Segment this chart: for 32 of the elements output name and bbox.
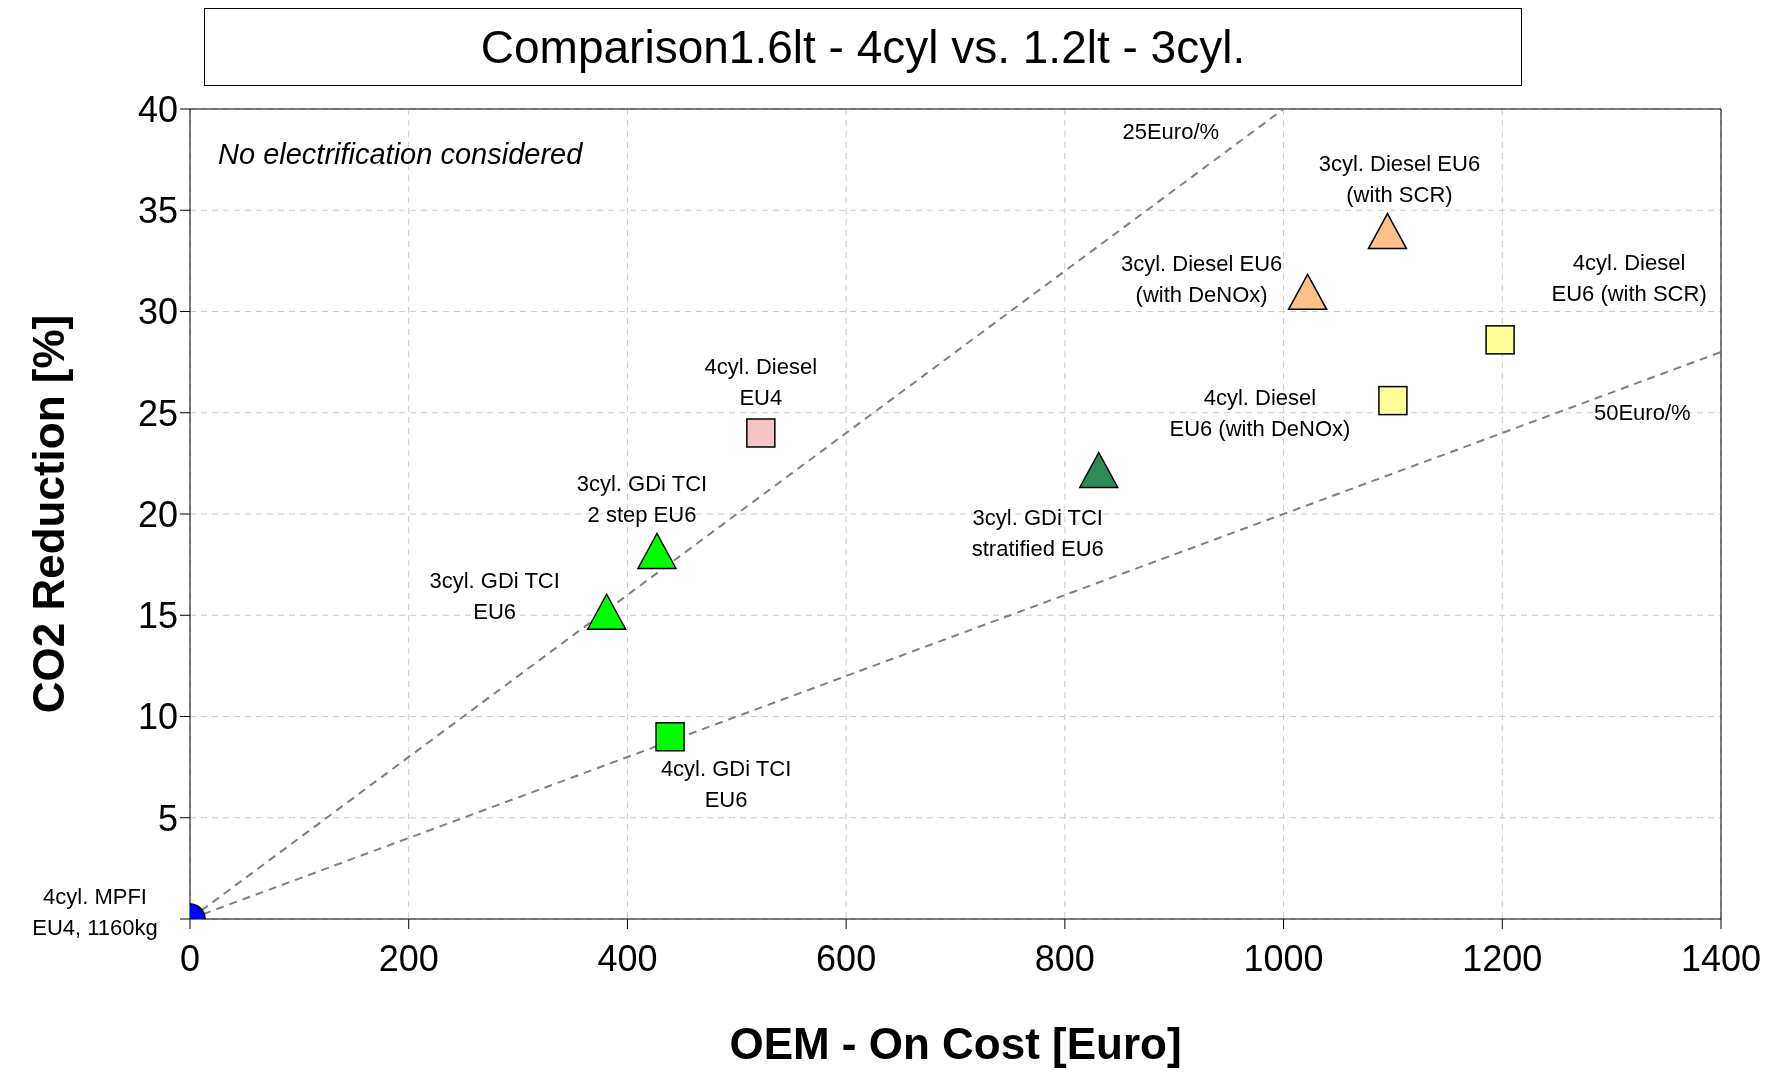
annotation: 4cyl. MPFI EU4, 1160kg: [32, 883, 158, 940]
annotation: 4cyl. Diesel EU6 (with DeNOx): [1169, 384, 1351, 441]
chart-title: Comparison1.6lt - 4cyl vs. 1.2lt - 3cyl.: [204, 8, 1522, 86]
x-tick-label: 1200: [1462, 937, 1543, 979]
y-tick-label: 5: [157, 797, 178, 839]
annotation: 4cyl. Diesel EU6 (with SCR): [1551, 250, 1707, 307]
y-tick-label: 40: [137, 88, 178, 130]
annotation: 3cyl. GDi TCI 2 step EU6: [576, 470, 708, 527]
y-axis-title: CO2 Reduction [%]: [23, 314, 73, 714]
y-tick-label: 10: [137, 696, 178, 738]
annotation: 50Euro/%: [1593, 399, 1691, 425]
y-tick-label: 25: [137, 392, 178, 434]
x-tick-label: 400: [597, 937, 658, 979]
x-tick-label: 1000: [1243, 937, 1324, 979]
x-tick-label: 1400: [1680, 937, 1762, 979]
annotation: 3cyl. Diesel EU6 (with SCR): [1318, 150, 1481, 207]
annotation: 4cyl. Diesel EU4: [704, 353, 818, 410]
y-tick-label: 30: [137, 291, 178, 333]
annotation: 25Euro/%: [1122, 119, 1220, 145]
x-tick-label: 600: [816, 937, 877, 979]
x-tick-label: 800: [1034, 937, 1095, 979]
annotation: 3cyl. GDi TCI EU6: [429, 567, 560, 624]
x-tick-label: 0: [179, 937, 201, 979]
annotation: 4cyl. GDi TCI EU6: [660, 756, 792, 813]
y-tick-label: 15: [137, 595, 178, 637]
x-tick-label: 200: [378, 937, 439, 979]
annotation: 3cyl. Diesel EU6 (with DeNOx): [1120, 250, 1283, 307]
x-axis-title: OEM - On Cost [Euro]: [729, 1019, 1182, 1068]
annotation: 3cyl. GDi TCI stratified EU6: [971, 504, 1104, 561]
y-tick-label: 35: [137, 190, 178, 232]
y-tick-label: 20: [137, 493, 178, 535]
annotation: No electrification considered: [218, 138, 583, 171]
